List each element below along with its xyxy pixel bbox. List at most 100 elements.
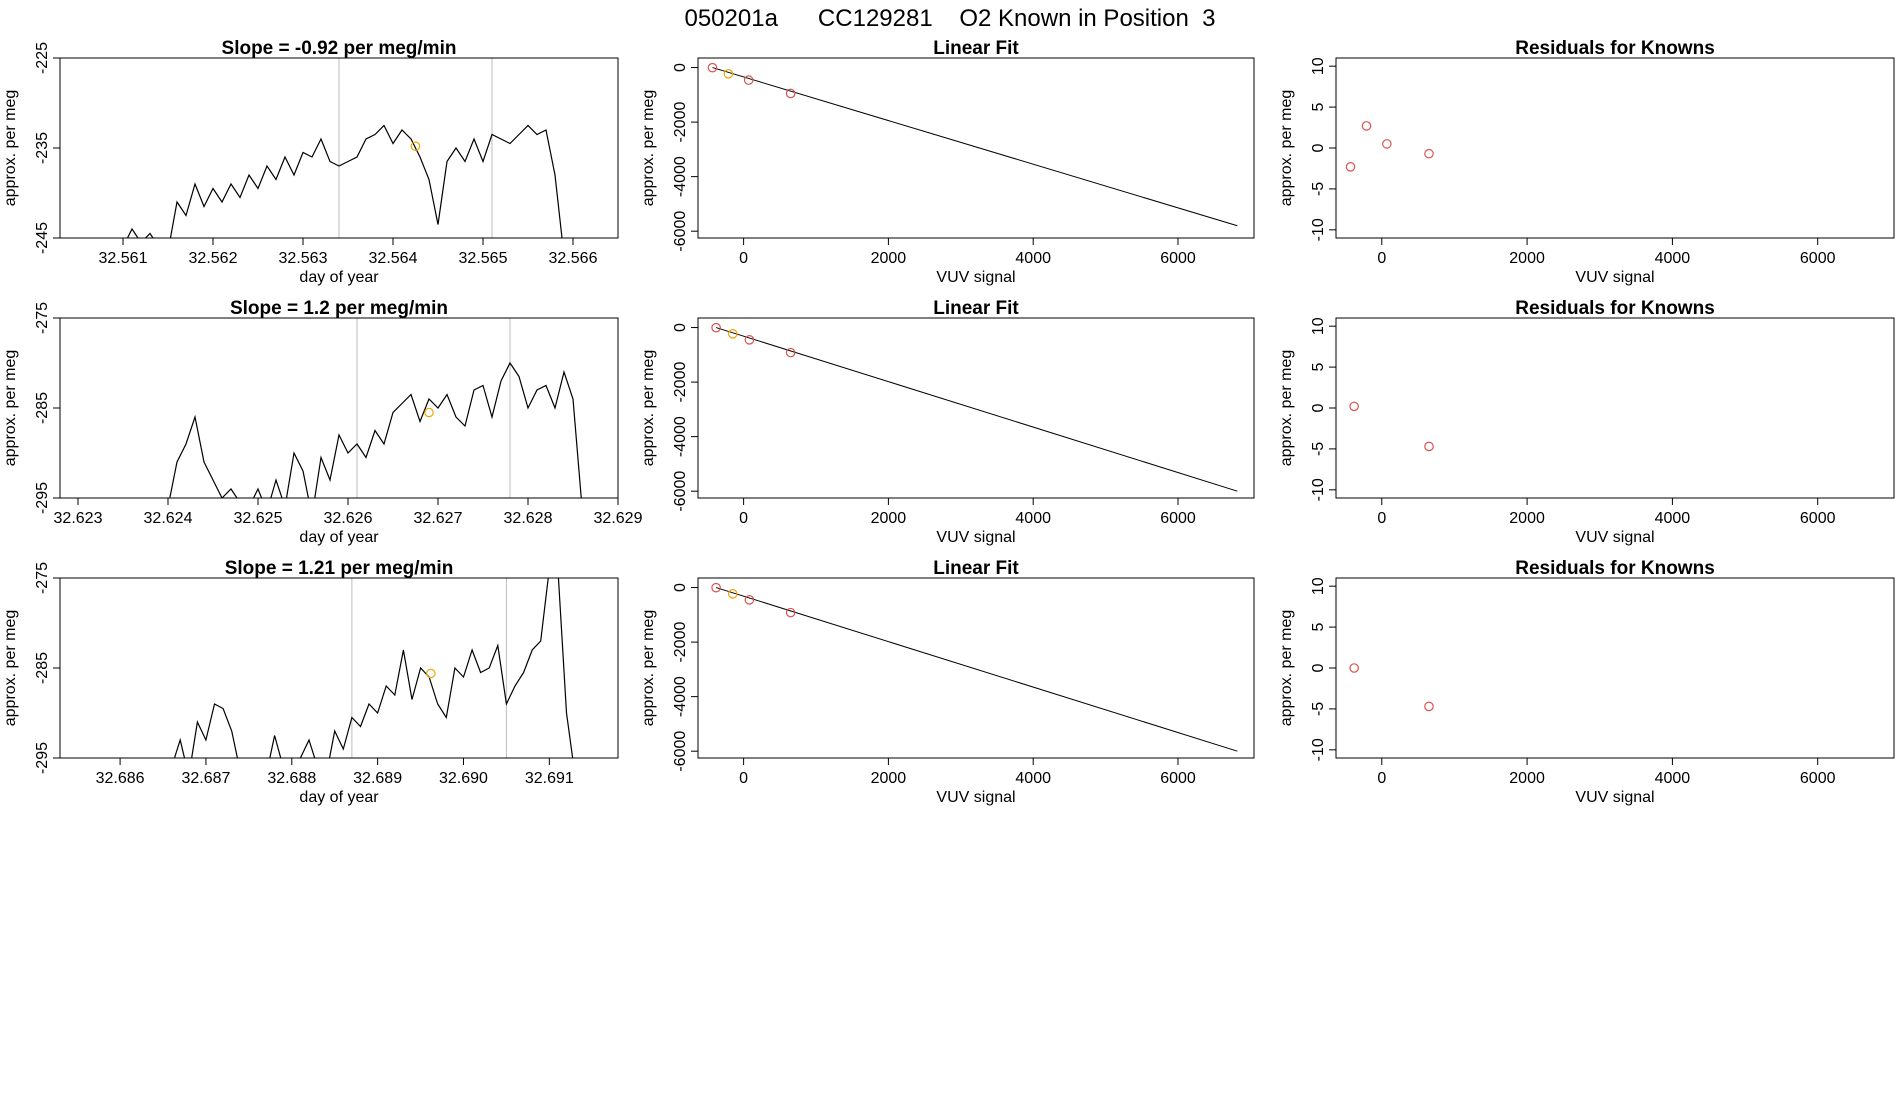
y-tick-label: 0 [672, 323, 689, 332]
x-tick-label: 4000 [1015, 250, 1051, 267]
x-tick-label: 32.563 [279, 250, 328, 267]
y-axis-label: approx. per meg [2, 610, 19, 727]
y-tick-label: 0 [672, 63, 689, 72]
x-tick-label: 6000 [1800, 250, 1836, 267]
y-tick-label: 0 [1310, 143, 1327, 152]
y-tick-label: -225 [34, 42, 51, 74]
x-tick-label: 32.687 [181, 770, 230, 787]
chart-panel-6: Slope = 1.21 per meg/min 32.686 32.687 32.6… [2, 558, 619, 806]
x-tick-label: 32.564 [369, 250, 418, 267]
y-axis-label: approx. per meg [640, 350, 657, 467]
page-title: 050201a CC129281 O2 Known in Position 3 [684, 5, 1215, 32]
known-point-2 [744, 335, 755, 345]
series-line-0 [126, 124, 563, 238]
y-tick-label: 5 [1310, 103, 1327, 112]
known-point-2 [744, 595, 755, 605]
y-tick-label: -295 [34, 482, 51, 514]
y-tick-label: -6000 [672, 471, 689, 512]
panel-title: Residuals for Knowns [1515, 558, 1715, 579]
y-tick-label: 10 [1310, 57, 1327, 75]
x-tick-label: 6000 [1160, 510, 1196, 527]
plot-frame [697, 577, 1255, 759]
y-tick-label: -6000 [672, 731, 689, 772]
x-tick-label: 32.566 [549, 250, 598, 267]
known-point-0 [1349, 401, 1359, 412]
x-tick-label: 32.689 [353, 770, 402, 787]
plot-area [711, 322, 1238, 492]
known-point-3 [785, 88, 796, 99]
plot-frame [697, 57, 1255, 239]
plot-area [1349, 663, 1434, 712]
known-point-1 [1424, 701, 1434, 712]
y-axis-label: approx. per meg [1278, 350, 1295, 467]
x-tick-label: 0 [1377, 510, 1386, 527]
x-tick-label: 6000 [1800, 770, 1836, 787]
y-tick-label: -5 [1310, 442, 1327, 456]
sample-point-0 [410, 141, 421, 151]
x-tick-label: 6000 [1160, 250, 1196, 267]
x-axis-label: VUV signal [936, 529, 1015, 546]
chart-panel-0: Slope = -0.92 per meg/min 32.561 32.562 32.… [2, 38, 619, 286]
y-tick-label: -10 [1310, 738, 1327, 761]
x-tick-label: 4000 [1655, 510, 1691, 527]
y-tick-label: -4000 [672, 416, 689, 457]
fit-line [715, 327, 1238, 492]
y-tick-label: 10 [1310, 317, 1327, 335]
x-tick-label: 2000 [871, 510, 907, 527]
panel-title: Slope = 1.2 per meg/min [230, 298, 448, 319]
y-tick-label: 5 [1310, 363, 1327, 372]
y-tick-label: -10 [1310, 218, 1327, 241]
plot-frame [59, 317, 619, 499]
x-tick-label: 6000 [1800, 510, 1836, 527]
x-axis-label: VUV signal [936, 789, 1015, 806]
panel-title: Slope = -0.92 per meg/min [222, 38, 457, 59]
chart-panel-1: Linear Fit 0 2000 4000 6000 -6000 -4000 -2000 0 V… [640, 38, 1255, 286]
fit-line [712, 67, 1238, 227]
known-point-0 [711, 322, 721, 333]
plot-frame [1335, 57, 1895, 239]
known-point-2 [743, 75, 754, 85]
x-tick-label: 2000 [871, 250, 907, 267]
x-tick-label: 32.690 [439, 770, 488, 787]
panel-title: Linear Fit [933, 298, 1019, 319]
y-axis-label: approx. per meg [640, 610, 657, 727]
plot-frame [1335, 317, 1895, 499]
known-point-3 [785, 347, 796, 358]
plot-frame [697, 317, 1255, 499]
x-tick-label: 32.561 [99, 250, 148, 267]
y-tick-label: 5 [1310, 623, 1327, 632]
y-axis-label: approx. per meg [2, 350, 19, 467]
chart-panel-7: Linear Fit 0 2000 4000 6000 -6000 -4000 -2000 0 V… [640, 558, 1255, 806]
y-tick-label: 0 [1310, 403, 1327, 412]
x-axis-label: VUV signal [1575, 269, 1654, 286]
y-tick-label: -4000 [672, 676, 689, 717]
y-tick-label: -6000 [672, 211, 689, 252]
y-tick-label: -2000 [672, 102, 689, 143]
y-tick-label: 0 [672, 583, 689, 592]
x-tick-label: 0 [739, 510, 748, 527]
panel-title: Residuals for Knowns [1515, 298, 1715, 319]
y-tick-label: -10 [1310, 478, 1327, 501]
known-point-1 [1424, 441, 1434, 452]
x-tick-label: 32.627 [414, 510, 463, 527]
sample-point-1 [723, 69, 734, 79]
panel-title: Slope = 1.21 per meg/min [225, 558, 454, 579]
plot-frame [59, 577, 619, 759]
known-point-0 [1349, 663, 1359, 673]
known-point-2 [1382, 139, 1392, 149]
x-tick-label: 0 [739, 250, 748, 267]
plot-area [707, 62, 1238, 227]
y-tick-label: -285 [34, 652, 51, 684]
x-axis-label: VUV signal [936, 269, 1015, 286]
x-tick-label: 4000 [1015, 510, 1051, 527]
x-tick-label: 32.624 [144, 510, 193, 527]
y-axis-label: approx. per meg [640, 90, 657, 207]
plot-frame [1335, 577, 1895, 759]
x-axis-label: day of year [299, 269, 379, 286]
x-tick-label: 2000 [1509, 510, 1545, 527]
x-tick-label: 2000 [1509, 250, 1545, 267]
known-point-1 [1361, 121, 1372, 131]
x-axis-label: VUV signal [1575, 789, 1654, 806]
y-tick-label: 0 [1310, 663, 1327, 672]
x-tick-label: 32.625 [234, 510, 283, 527]
